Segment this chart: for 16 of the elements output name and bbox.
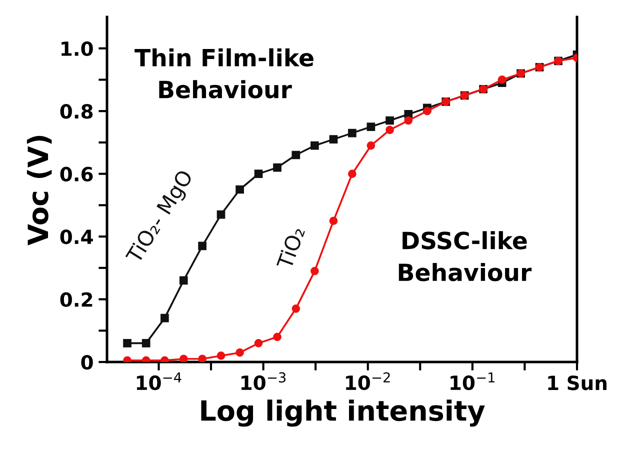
x-tick-label: 10$^{−4}$: [136, 372, 182, 390]
y-tick-label: 0: [81, 354, 93, 370]
x-axis-title: Log light intensity: [201, 400, 485, 427]
y-tick-label: 0.6: [60, 166, 93, 182]
annotation: Thin Film-like Behaviour: [134, 48, 314, 98]
y-tick-label: 1.0: [62, 41, 93, 56]
x-tick-label: 10$^{−2}$: [346, 372, 390, 390]
x-tick-label: 1 Sun: [548, 376, 606, 390]
x-tick-label: 10$^{−1}$: [450, 372, 494, 390]
y-tick-label: 0.2: [60, 292, 92, 307]
x-tick-label: 10$^{−3}$: [241, 372, 286, 390]
text: TiO₂: [276, 226, 306, 270]
y-axis-title: Voc (V): [26, 136, 52, 246]
y-tick-label: 0.4: [60, 230, 93, 244]
y-tick-label: 0.8: [60, 104, 93, 119]
annotation: DSSC-like Behaviour: [398, 231, 532, 282]
